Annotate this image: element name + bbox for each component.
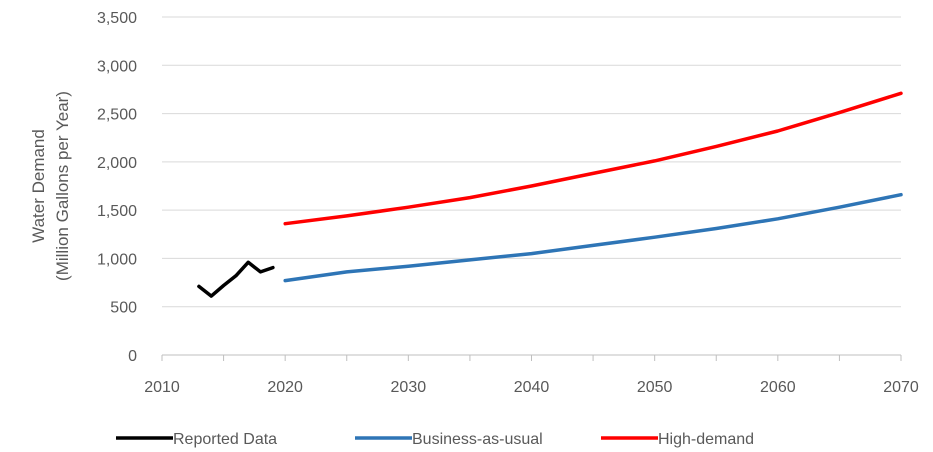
series-line-high-demand	[283, 91, 903, 226]
y-tick-label-2000: 2,000	[97, 155, 137, 172]
x-axis-ticks: 2010 2020 2030 2040 2050 2060 2070	[144, 379, 919, 396]
y-tick-label-0: 0	[128, 348, 137, 365]
y-tick-label-1000: 1,000	[97, 251, 137, 268]
series-line-reported-data	[197, 260, 275, 298]
x-tick-label-2010: 2010	[144, 379, 180, 396]
x-tick-label-2060: 2060	[760, 379, 796, 396]
legend: Reported Data Business-as-usual High-deman…	[116, 431, 754, 448]
legend-label-high-demand: High-demand	[658, 431, 754, 448]
legend-label-reported-data: Reported Data	[173, 431, 277, 448]
y-tick-label-3000: 3,000	[97, 58, 137, 75]
x-tick-label-2020: 2020	[267, 379, 303, 396]
x-tick-label-2070: 2070	[883, 379, 919, 396]
data-series	[197, 91, 903, 298]
y-tick-label-3500: 3,500	[97, 10, 137, 27]
gridlines	[162, 16, 901, 308]
legend-label-business-as-usual: Business-as-usual	[412, 431, 543, 448]
y-axis-title-units: (Million Gallons per Year)	[53, 91, 72, 281]
y-axis-ticks: 0 500 1,000 1,500 2,000 2,500 3,000 3,500	[97, 10, 137, 365]
y-tick-label-500: 500	[110, 300, 137, 317]
y-axis-title: Water Demand	[29, 129, 48, 243]
x-tick-label-2040: 2040	[514, 379, 550, 396]
x-tick-label-2050: 2050	[637, 379, 673, 396]
y-tick-label-2500: 2,500	[97, 107, 137, 124]
y-tick-label-1500: 1,500	[97, 203, 137, 220]
axes	[161, 354, 902, 361]
series-line-business-as-usual	[283, 192, 903, 283]
x-tick-label-2030: 2030	[391, 379, 427, 396]
